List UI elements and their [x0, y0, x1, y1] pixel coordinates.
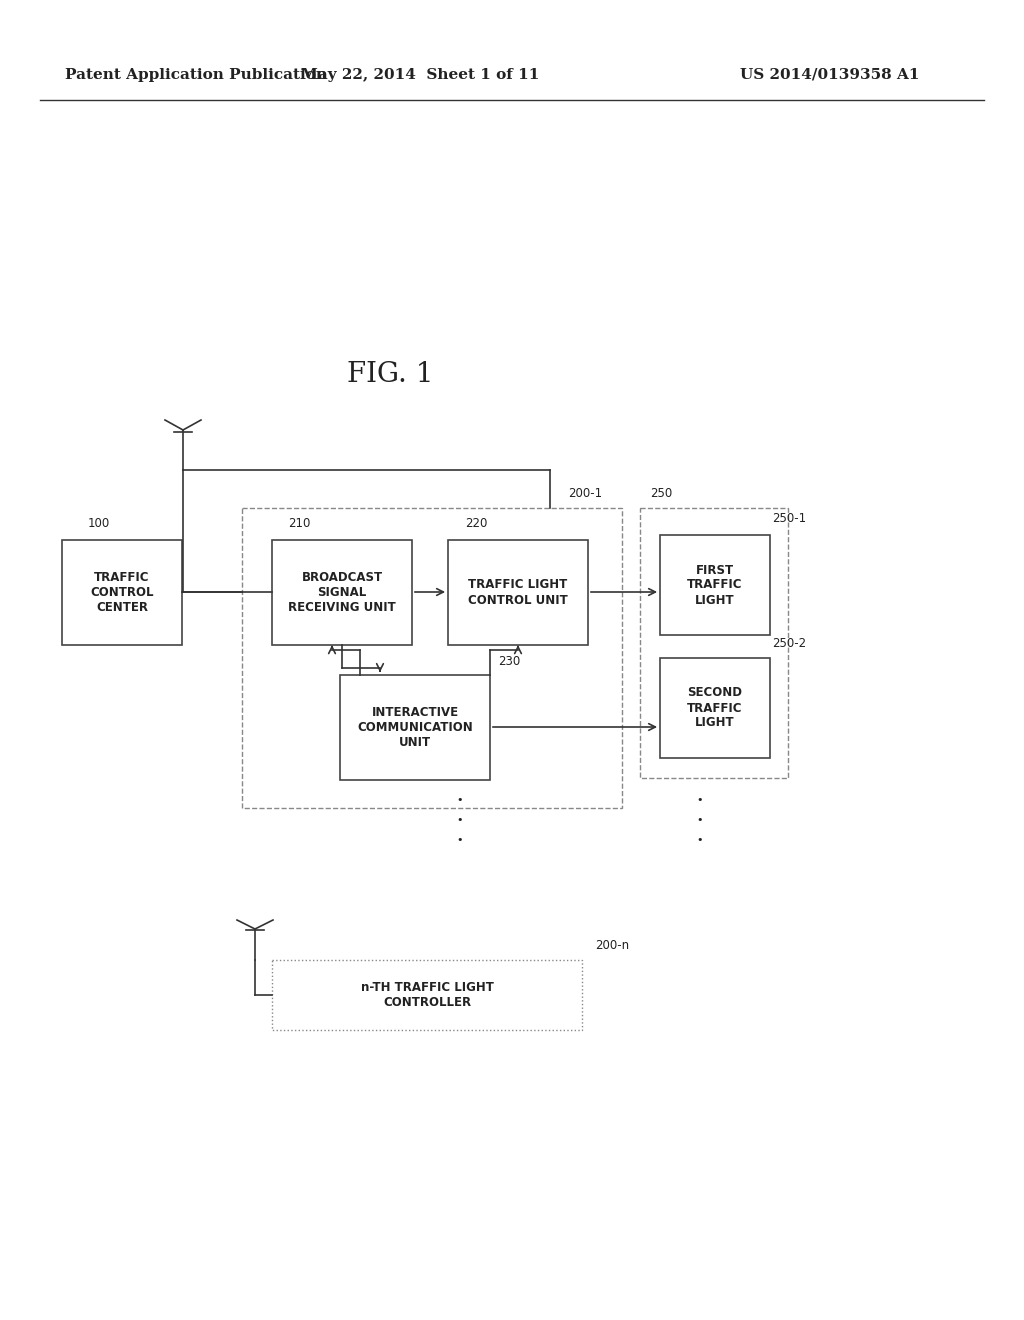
Text: BROADCAST
SIGNAL
RECEIVING UNIT: BROADCAST SIGNAL RECEIVING UNIT — [288, 572, 396, 614]
Text: •: • — [696, 795, 703, 805]
Text: SECOND
TRAFFIC
LIGHT: SECOND TRAFFIC LIGHT — [687, 686, 742, 730]
Bar — [242, 508, 622, 808]
Text: INTERACTIVE
COMMUNICATION
UNIT: INTERACTIVE COMMUNICATION UNIT — [357, 706, 473, 748]
Text: 220: 220 — [465, 517, 487, 531]
Text: 250: 250 — [650, 487, 672, 500]
Text: 250-1: 250-1 — [772, 512, 806, 525]
Bar — [272, 540, 412, 645]
Text: •: • — [696, 836, 703, 845]
Text: FIG. 1: FIG. 1 — [347, 362, 433, 388]
Text: 100: 100 — [88, 517, 111, 531]
Text: 200-n: 200-n — [595, 939, 629, 952]
Text: •: • — [457, 795, 463, 805]
Text: •: • — [696, 814, 703, 825]
Bar — [660, 657, 770, 758]
Bar — [660, 535, 770, 635]
Text: 230: 230 — [498, 655, 520, 668]
Bar — [62, 540, 182, 645]
Text: FIRST
TRAFFIC
LIGHT: FIRST TRAFFIC LIGHT — [687, 564, 742, 606]
Text: 250-2: 250-2 — [772, 638, 806, 649]
Text: TRAFFIC LIGHT
CONTROL UNIT: TRAFFIC LIGHT CONTROL UNIT — [468, 578, 568, 606]
Text: n-TH TRAFFIC LIGHT
CONTROLLER: n-TH TRAFFIC LIGHT CONTROLLER — [360, 981, 494, 1008]
Text: •: • — [457, 836, 463, 845]
Bar — [449, 540, 588, 645]
Text: 210: 210 — [288, 517, 310, 531]
Text: 200-1: 200-1 — [568, 487, 602, 500]
Bar — [272, 960, 582, 1030]
Text: TRAFFIC
CONTROL
CENTER: TRAFFIC CONTROL CENTER — [90, 572, 154, 614]
Text: Patent Application Publication: Patent Application Publication — [65, 69, 327, 82]
Bar — [640, 508, 788, 777]
Text: •: • — [457, 814, 463, 825]
Text: May 22, 2014  Sheet 1 of 11: May 22, 2014 Sheet 1 of 11 — [301, 69, 540, 82]
Bar — [340, 675, 490, 780]
Text: US 2014/0139358 A1: US 2014/0139358 A1 — [740, 69, 920, 82]
